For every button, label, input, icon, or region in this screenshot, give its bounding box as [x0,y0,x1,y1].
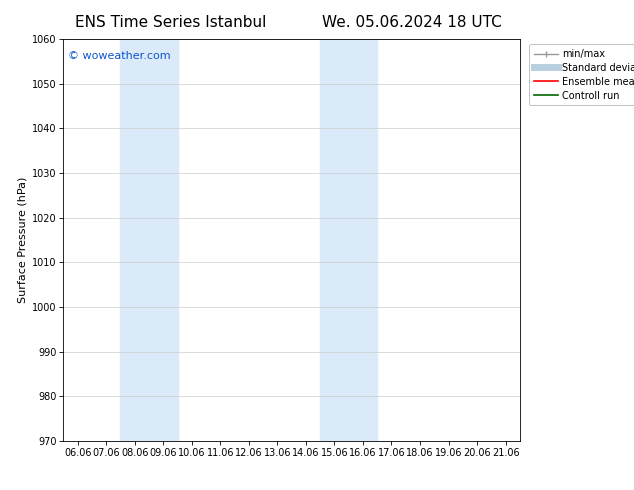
Legend: min/max, Standard deviation, Ensemble mean run, Controll run: min/max, Standard deviation, Ensemble me… [529,44,634,105]
Text: We. 05.06.2024 18 UTC: We. 05.06.2024 18 UTC [322,15,502,30]
Bar [320,39,377,441]
Y-axis label: Surface Pressure (hPa): Surface Pressure (hPa) [18,177,28,303]
Bar [120,39,178,441]
Text: © woweather.com: © woweather.com [68,51,171,61]
Text: ENS Time Series Istanbul: ENS Time Series Istanbul [75,15,267,30]
